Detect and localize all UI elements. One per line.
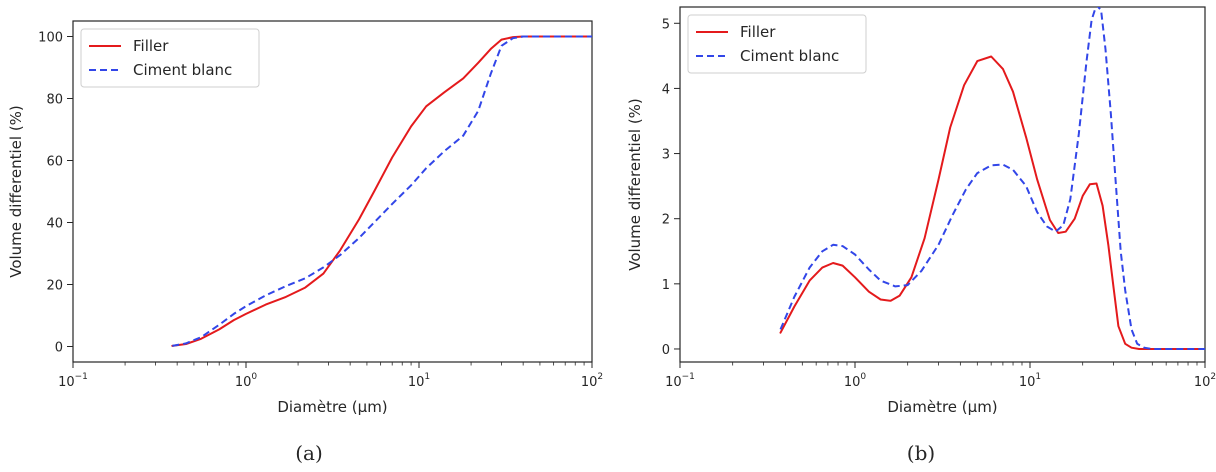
chart-caption: (b) [907, 441, 935, 465]
chart-a: 10−1 100 101 102 0 20 40 60 80 100 Diamètre (µm) Vo… [7, 20, 603, 465]
series-group [171, 35, 592, 347]
plot-frame [679, 6, 1206, 363]
y-tick-label: 3 [662, 148, 670, 163]
y-axis-label: Volume differentiel (%) [7, 105, 25, 278]
legend: Filler Ciment blanc [80, 28, 260, 88]
y-tick-label: 4 [662, 82, 670, 97]
y-tick-label: 60 [46, 155, 63, 170]
y-tick-label: 80 [46, 93, 63, 108]
y-tick-label: 5 [662, 17, 670, 32]
series-line-ciment-blanc [779, 7, 1205, 350]
y-tick-label: 0 [662, 343, 670, 358]
legend: Filler Ciment blanc [687, 14, 867, 74]
legend-label: Filler [740, 23, 776, 41]
legend-label: Ciment blanc [740, 47, 839, 65]
series-line-ciment-blanc [172, 35, 592, 347]
minor-ticks [732, 362, 1198, 366]
x-tick-label: 100 [844, 372, 867, 390]
x-tick-label: 102 [581, 372, 603, 390]
x-tick-label: 10−1 [58, 372, 88, 390]
plot-frame [72, 20, 593, 363]
y-tick-label: 40 [46, 217, 63, 232]
y-tick-label: 20 [46, 279, 63, 294]
legend-box [687, 14, 867, 74]
minor-ticks [124, 362, 585, 366]
series-line-filler [171, 35, 592, 347]
x-tick-label: 100 [235, 372, 258, 390]
chart-caption: (a) [295, 441, 323, 465]
y-tick-label: 0 [55, 341, 63, 356]
y-axis-label: Volume differentiel (%) [626, 98, 644, 271]
x-tick-label: 101 [1019, 372, 1041, 390]
y-tick-label: 2 [662, 213, 670, 228]
series-line-filler [779, 55, 1205, 350]
chart-b: 10−1 100 101 102 0 1 2 3 4 5 Diamètre (µm) Volume d… [626, 6, 1216, 465]
x-axis-label: Diamètre (µm) [887, 398, 997, 416]
legend-label: Filler [133, 37, 169, 55]
x-axis-label: Diamètre (µm) [277, 398, 387, 416]
y-tick-label: 1 [662, 278, 670, 293]
legend-label: Ciment blanc [133, 61, 232, 79]
y-tick-label: 100 [38, 31, 63, 46]
legend-box [80, 28, 260, 88]
series-group [779, 7, 1205, 350]
x-tick-label: 10−1 [665, 372, 695, 390]
x-tick-label: 101 [408, 372, 430, 390]
x-tick-label: 102 [1194, 372, 1216, 390]
